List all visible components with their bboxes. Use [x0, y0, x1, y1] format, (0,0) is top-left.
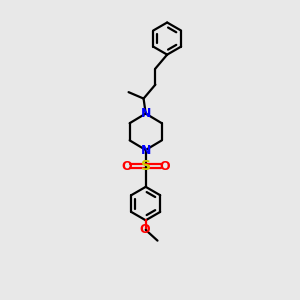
Text: S: S [141, 159, 151, 173]
Text: N: N [140, 107, 151, 120]
Text: O: O [121, 160, 132, 172]
Text: O: O [139, 224, 150, 236]
Text: O: O [160, 160, 170, 172]
Text: N: N [140, 143, 151, 157]
